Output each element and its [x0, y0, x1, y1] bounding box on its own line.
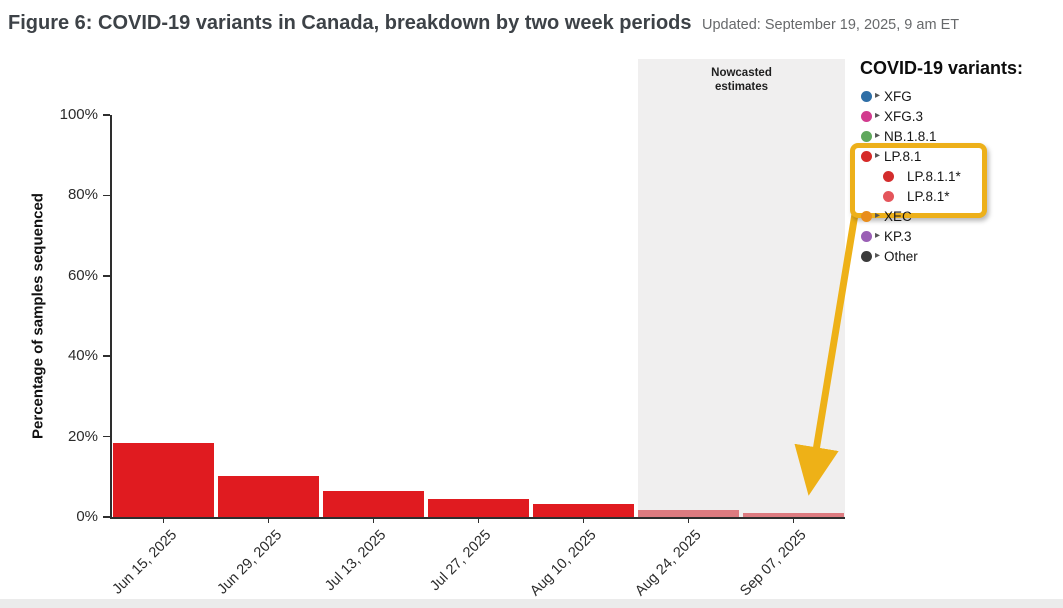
- expand-arrow-icon[interactable]: ▸: [875, 150, 881, 161]
- x-tick-label: Jun 15, 2025: [109, 527, 180, 598]
- legend-dot-icon: [883, 190, 894, 202]
- legend-item-lp81[interactable]: LP.8.1*: [858, 186, 1058, 206]
- legend-dot-icon: [883, 170, 894, 182]
- x-axis-line: [110, 517, 845, 519]
- figure-title: Figure 6: COVID-19 variants in Canada, b…: [8, 12, 692, 34]
- legend-dot-icon: [861, 110, 872, 122]
- y-tick-mark: [103, 114, 110, 116]
- figure-header: Figure 6: COVID-19 variants in Canada, b…: [8, 12, 959, 35]
- legend-item-label: XFG.3: [884, 108, 924, 124]
- legend-dot-icon: [861, 230, 872, 242]
- legend-highlight-box: [850, 143, 987, 218]
- expand-arrow-icon[interactable]: ▸: [875, 230, 881, 241]
- y-tick-label: 80%: [67, 186, 98, 204]
- legend-heading: COVID-19 variants:: [860, 58, 1024, 78]
- bar-aug-10-2025[interactable]: [533, 503, 634, 517]
- legend-item-kp3[interactable]: ▸ KP.3: [858, 226, 1058, 246]
- nowcast-band: [638, 59, 845, 517]
- legend-item-xfg[interactable]: ▸ XFG: [858, 86, 1058, 106]
- legend-item-label: LP.8.1.1*: [907, 168, 961, 184]
- bar-sep-07-2025[interactable]: [743, 513, 844, 517]
- legend-dot-icon: [861, 250, 872, 262]
- y-tick-mark: [103, 275, 110, 277]
- bar-aug-24-2025[interactable]: [638, 509, 739, 517]
- legend-dot-icon: [861, 130, 872, 142]
- x-tick-mark: [582, 517, 585, 523]
- x-tick-mark: [477, 517, 480, 523]
- y-tick-mark: [103, 194, 110, 197]
- bar-jun-15-2025[interactable]: [113, 442, 214, 517]
- x-tick-mark: [162, 517, 165, 523]
- expand-arrow-icon[interactable]: ▸: [875, 110, 881, 121]
- x-tick-mark: [372, 517, 375, 523]
- y-axis-line: [110, 115, 112, 517]
- y-tick-mark: [103, 355, 110, 357]
- bar-jul-13-2025[interactable]: [323, 491, 424, 517]
- legend-item-label: XEC: [884, 208, 912, 224]
- x-tick-mark: [267, 517, 270, 523]
- x-tick-label: Aug 10, 2025: [527, 527, 600, 600]
- y-tick-label: 0%: [76, 508, 98, 525]
- legend-dot-icon: [861, 210, 872, 222]
- expand-arrow-icon[interactable]: ▸: [875, 90, 881, 101]
- y-axis-title: Percentage of samples sequenced: [29, 193, 47, 439]
- legend-item-label: KP.3: [884, 228, 912, 244]
- x-tick-label: Aug 24, 2025: [632, 527, 705, 600]
- y-tick-label: 60%: [67, 266, 98, 284]
- legend-item-label: NB.1.8.1: [884, 128, 937, 144]
- y-tick-mark: [103, 516, 110, 518]
- expand-arrow-icon[interactable]: ▸: [875, 210, 881, 221]
- bar-jun-29-2025[interactable]: [218, 475, 319, 517]
- legend-item-label: Other: [884, 248, 918, 264]
- legend-item-xfg3[interactable]: ▸ XFG.3: [858, 106, 1058, 126]
- y-tick-label: 40%: [67, 347, 98, 365]
- updated-timestamp: Updated: September 19, 2025, 9 am ET: [701, 17, 960, 33]
- legend-item-lp81[interactable]: ▸ LP.8.1: [858, 146, 1058, 166]
- x-tick-label: Jun 29, 2025: [214, 527, 285, 598]
- expand-arrow-icon[interactable]: ▸: [875, 250, 881, 261]
- expand-arrow-icon[interactable]: ▸: [875, 130, 881, 141]
- legend-item-label: XFG: [884, 88, 912, 104]
- bar-jul-27-2025[interactable]: [428, 499, 529, 517]
- nowcast-label: Nowcasted estimates: [711, 67, 772, 94]
- x-tick-label: Sep 07, 2025: [737, 527, 810, 600]
- y-tick-label: 100%: [59, 106, 98, 123]
- y-tick-mark: [103, 435, 110, 438]
- legend: COVID-19 variants: ▸ XFG ▸ XFG.3 ▸ NB.1.8.1 ▸ L…: [858, 58, 1058, 266]
- legend-item-lp811[interactable]: LP.8.1.1*: [858, 166, 1058, 186]
- x-tick-label: Jul 27, 2025: [427, 527, 495, 595]
- legend-list: ▸ XFG ▸ XFG.3 ▸ NB.1.8.1 ▸ LP.8.1 LP.8.1.1* LP.8.…: [858, 86, 1058, 266]
- x-tick-mark: [792, 517, 795, 523]
- legend-item-label: LP.8.1*: [907, 188, 950, 204]
- legend-dot-icon: [861, 150, 872, 162]
- legend-item-other[interactable]: ▸ Other: [858, 246, 1058, 266]
- bottom-page-strip: [0, 599, 1063, 608]
- x-tick-mark: [687, 517, 690, 523]
- legend-dot-icon: [861, 90, 872, 102]
- legend-item-label: LP.8.1: [884, 148, 922, 164]
- legend-item-xec[interactable]: ▸ XEC: [858, 206, 1058, 226]
- y-tick-label: 20%: [67, 427, 98, 445]
- legend-item-nb181[interactable]: ▸ NB.1.8.1: [858, 126, 1058, 146]
- x-tick-label: Jul 13, 2025: [322, 527, 390, 595]
